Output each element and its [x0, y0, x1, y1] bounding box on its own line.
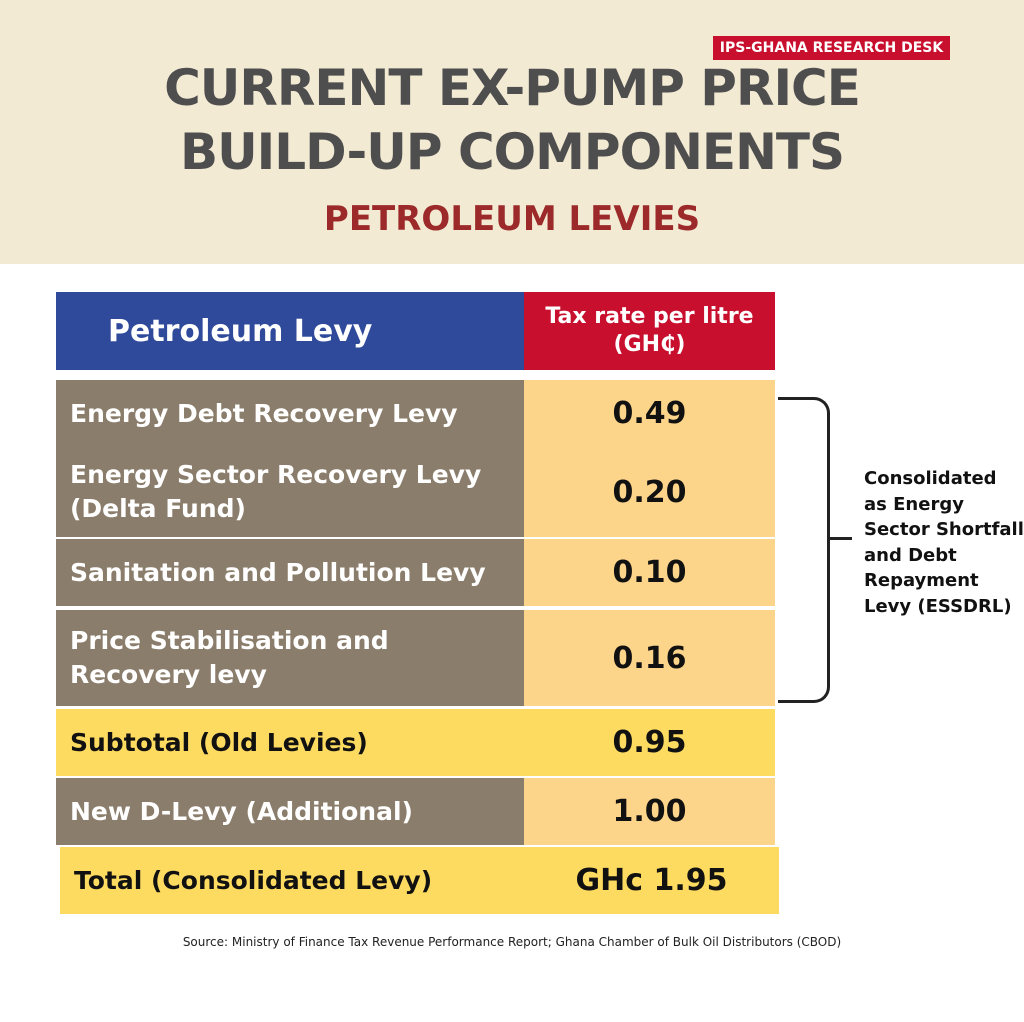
title-line-2: BUILD-UP COMPONENTS [179, 123, 845, 181]
column-header-levy: Petroleum Levy [56, 292, 524, 370]
levy-label-energy-debt: Energy Debt Recovery Levy [56, 380, 524, 447]
levy-label-price-stabilisation: Price Stabilisation and Recovery levy [56, 610, 524, 706]
subtotal-value: 0.95 [524, 709, 775, 776]
consolidation-note: Consolidated as Energy Sector Shortfall … [864, 468, 1024, 617]
levy-value-energy-debt: 0.49 [524, 380, 775, 447]
levy-label-energy-sector-recovery: Energy Sector Recovery Levy (Delta Fund) [56, 447, 524, 537]
levy-label-sanitation: Sanitation and Pollution Levy [56, 539, 524, 606]
research-desk-badge: IPS-GHANA RESEARCH DESK [713, 36, 950, 60]
levy-value-sanitation: 0.10 [524, 539, 775, 606]
title-line-1: CURRENT EX-PUMP PRICE [164, 59, 861, 117]
levy-label-new-d-levy: New D-Levy (Additional) [56, 778, 524, 845]
page-title: CURRENT EX-PUMP PRICE BUILD-UP COMPONENT… [0, 56, 1024, 184]
levy-value-price-stabilisation: 0.16 [524, 610, 775, 706]
levy-value-new-d-levy: 1.00 [524, 778, 775, 845]
consolidation-bracket [778, 397, 830, 703]
column-header-rate: Tax rate per litre (GH₵) [524, 292, 775, 370]
subtotal-label: Subtotal (Old Levies) [56, 709, 524, 776]
total-value: GHc 1.95 [524, 847, 779, 914]
levy-value-energy-sector-recovery: 0.20 [524, 447, 775, 537]
total-label: Total (Consolidated Levy) [60, 847, 524, 914]
page-subtitle: PETROLEUM LEVIES [323, 199, 701, 239]
consolidation-bracket-tick [830, 537, 852, 540]
source-note: Source: Ministry of Finance Tax Revenue … [182, 935, 842, 949]
